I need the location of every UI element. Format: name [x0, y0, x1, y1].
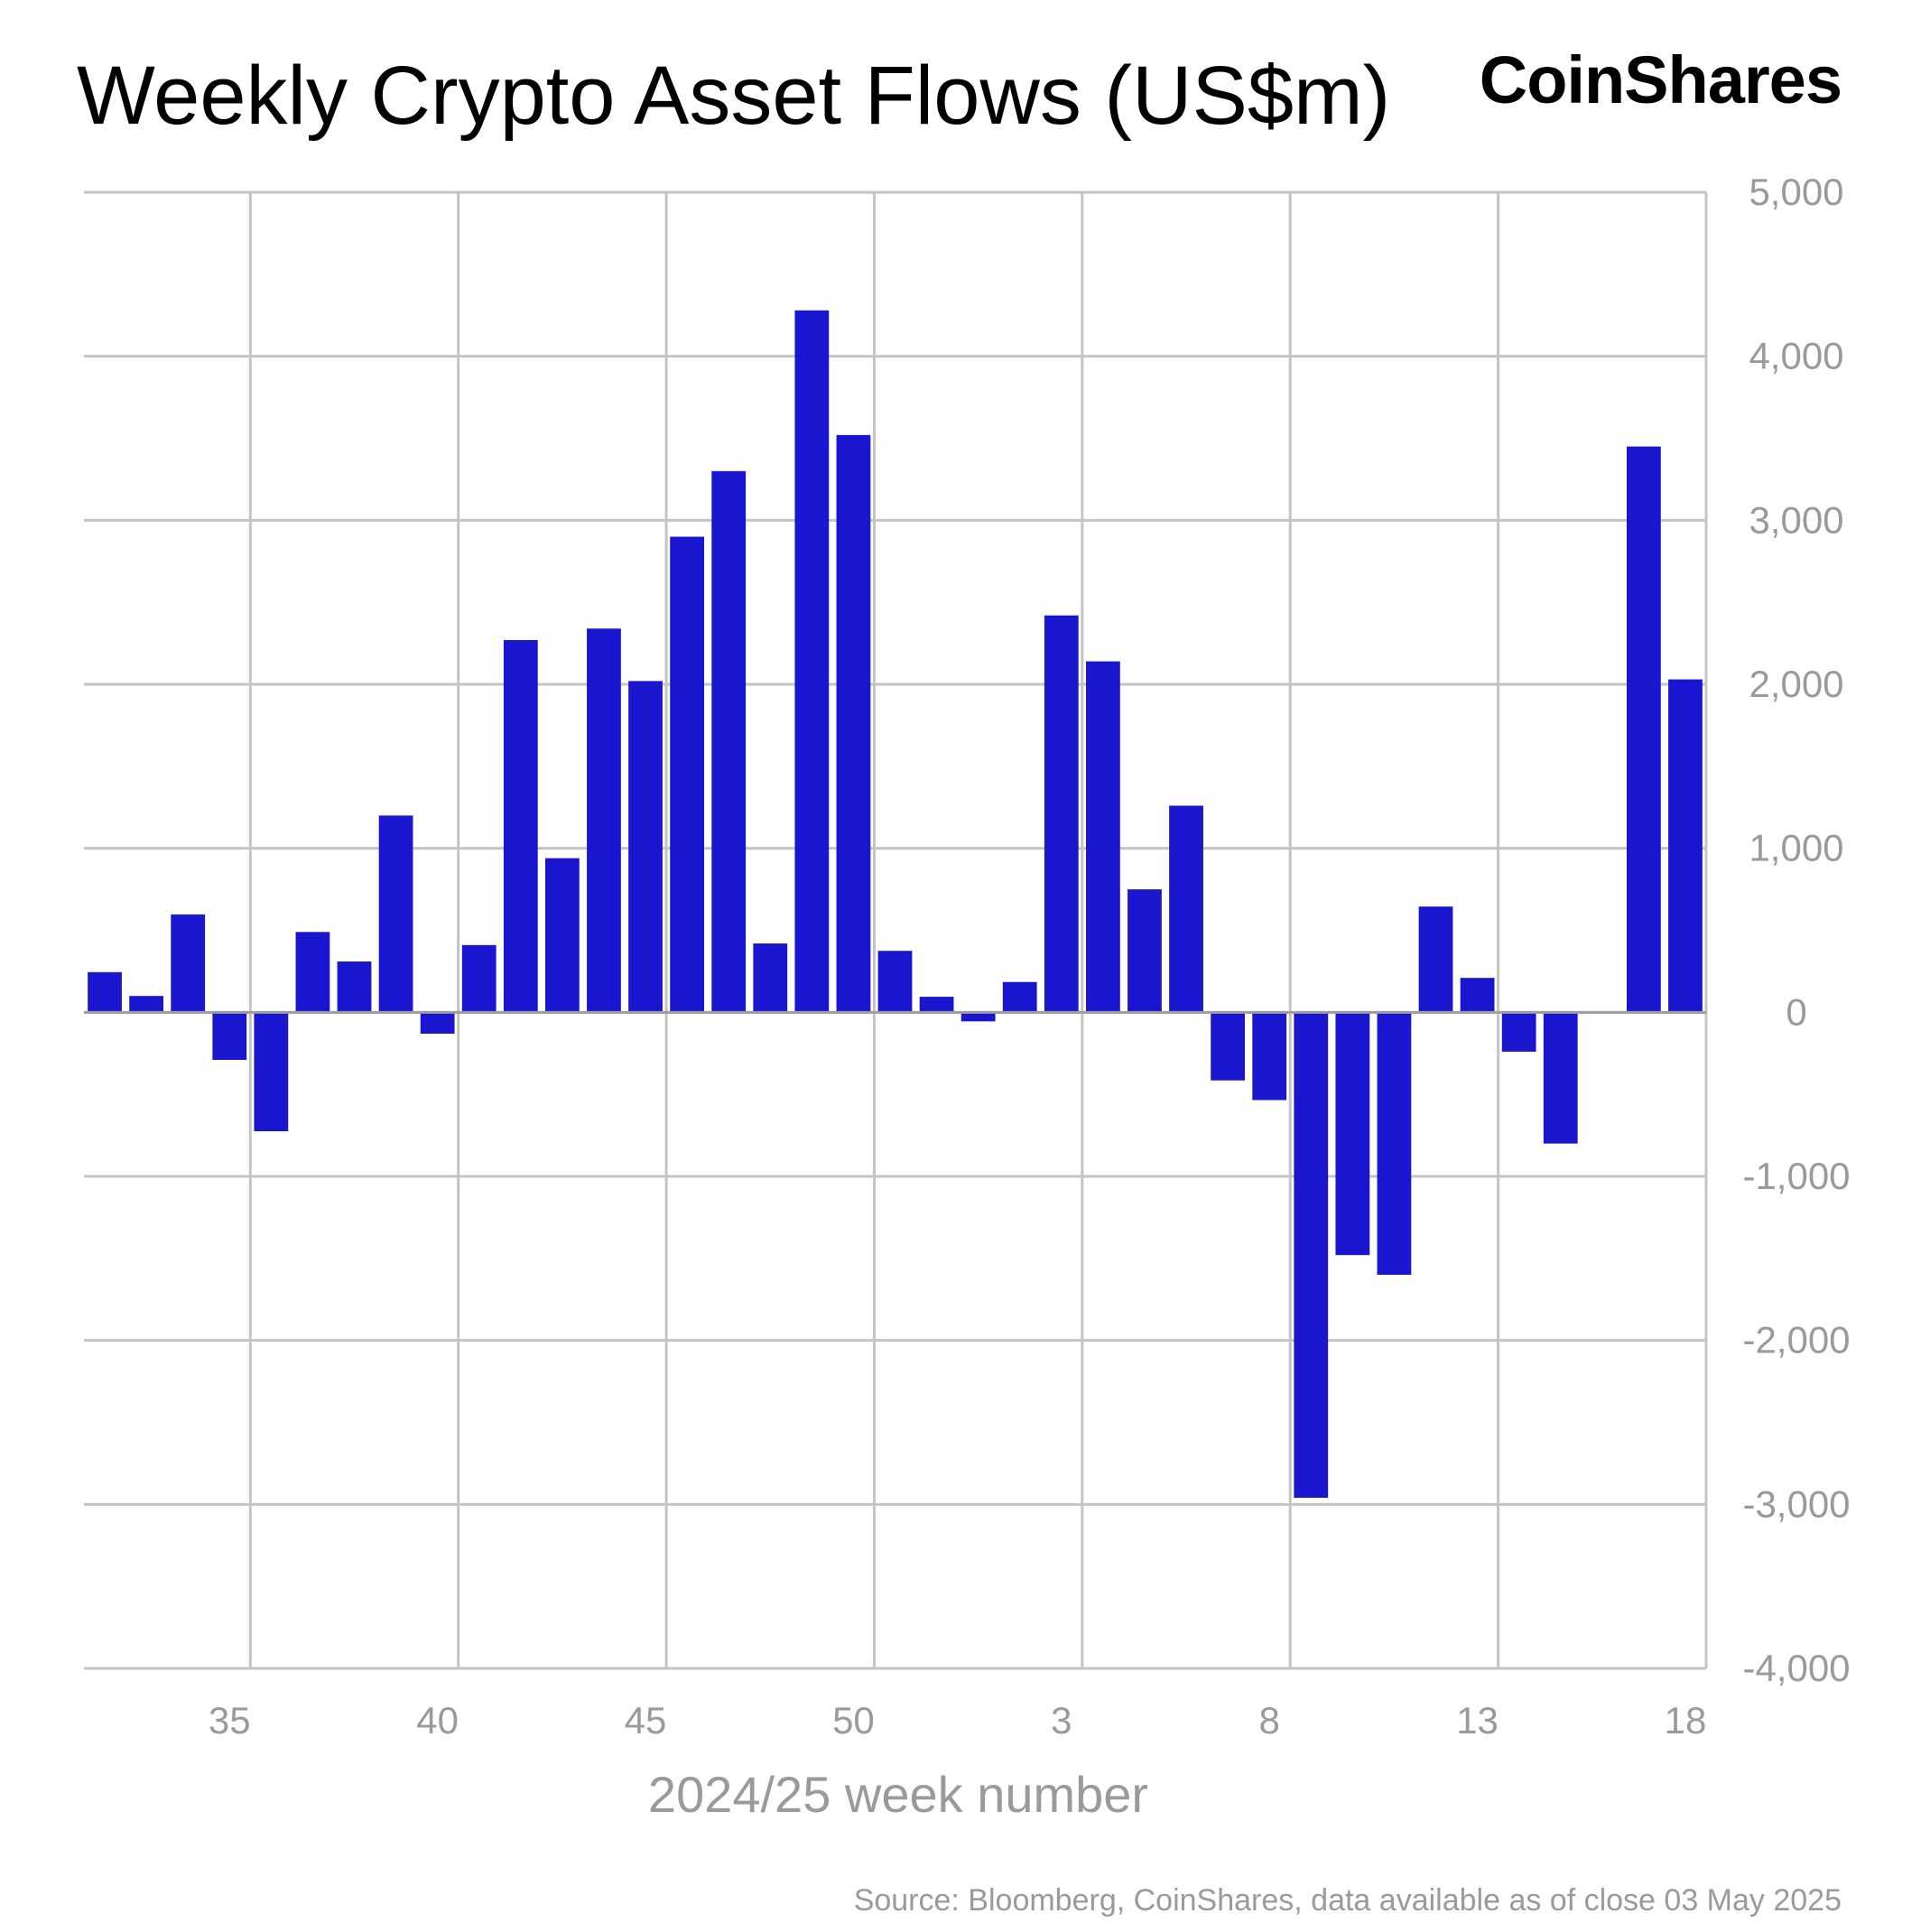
- y-tick-label: 1,000: [1749, 827, 1843, 869]
- bar-week-9: [1294, 1012, 1329, 1499]
- x-tick-label: 40: [416, 1699, 459, 1742]
- bar-week-32: [88, 971, 122, 1013]
- grid-lines: [84, 190, 1708, 1670]
- chart-title: Weekly Crypto Asset Flows (US$m): [77, 50, 1391, 142]
- x-axis: 35 40 45 50 3 8 13 18: [209, 1699, 1706, 1742]
- bar-week-4: [1085, 661, 1120, 1013]
- bar-week-47: [711, 470, 747, 1013]
- coinshares-logo: CoinShares: [1479, 42, 1842, 117]
- bar-week-38: [337, 961, 372, 1013]
- x-tick-label: 18: [1665, 1699, 1707, 1742]
- y-tick-label: -2,000: [1742, 1319, 1850, 1361]
- bar-week-11: [1377, 1012, 1412, 1275]
- bar-week-45: [628, 681, 663, 1013]
- bar-week-3: [1044, 615, 1079, 1013]
- bar-week-46: [670, 536, 705, 1013]
- y-tick-label: 4,000: [1749, 335, 1843, 377]
- y-tick-label: 2,000: [1749, 663, 1843, 705]
- bars: [88, 310, 1703, 1499]
- x-axis-label: 2024/25 week number: [648, 1766, 1148, 1823]
- bar-week-48: [753, 943, 788, 1013]
- y-tick-label: -3,000: [1742, 1482, 1850, 1525]
- y-tick-label: -4,000: [1742, 1647, 1850, 1689]
- bar-week-33: [129, 996, 164, 1013]
- x-tick-label: 50: [832, 1699, 875, 1742]
- x-tick-label: 3: [1051, 1699, 1072, 1742]
- bar-week-8: [1252, 1012, 1287, 1101]
- bar-week-18: [1668, 679, 1703, 1013]
- bar-week-43: [544, 858, 580, 1013]
- bar-week-51: [877, 951, 913, 1013]
- y-tick-label: 0: [1786, 990, 1806, 1033]
- bar-week-6: [1169, 805, 1203, 1013]
- bar-week-42: [503, 639, 538, 1013]
- bar-week-39: [378, 815, 413, 1013]
- bar-week-50: [836, 434, 871, 1013]
- y-tick-label: -1,000: [1742, 1155, 1850, 1197]
- y-tick-label: 3,000: [1749, 498, 1843, 541]
- bar-week-15: [1543, 1012, 1578, 1144]
- bar-week-7: [1211, 1012, 1246, 1081]
- bar-week-2: [1002, 981, 1037, 1013]
- bar-week-10: [1335, 1012, 1370, 1256]
- bar-week-35: [212, 1012, 247, 1061]
- bar-week-17: [1626, 446, 1661, 1013]
- y-tick-label: 5,000: [1749, 171, 1843, 213]
- x-tick-label: 35: [209, 1699, 251, 1742]
- bar-week-14: [1501, 1012, 1536, 1052]
- bar-week-37: [295, 932, 330, 1013]
- bar-week-49: [794, 310, 830, 1013]
- bar-week-41: [461, 944, 496, 1013]
- bar-week-5: [1128, 889, 1162, 1013]
- bar-week-13: [1460, 978, 1495, 1013]
- bar-week-12: [1418, 906, 1453, 1013]
- bar-week-36: [254, 1012, 289, 1132]
- bar-week-44: [587, 628, 621, 1013]
- x-tick-label: 45: [625, 1699, 667, 1742]
- bar-week-1: [960, 1012, 996, 1022]
- bar-week-40: [420, 1012, 455, 1034]
- source-note: Source: Bloomberg, CoinShares, data avai…: [853, 1883, 1842, 1918]
- bar-week-52: [919, 997, 954, 1013]
- x-tick-label: 8: [1259, 1699, 1280, 1742]
- y-axis: 5,000 4,000 3,000 2,000 1,000 0 -1,000 -2,000 -3…: [1742, 171, 1850, 1689]
- x-tick-label: 13: [1456, 1699, 1499, 1742]
- bar-week-34: [171, 914, 206, 1013]
